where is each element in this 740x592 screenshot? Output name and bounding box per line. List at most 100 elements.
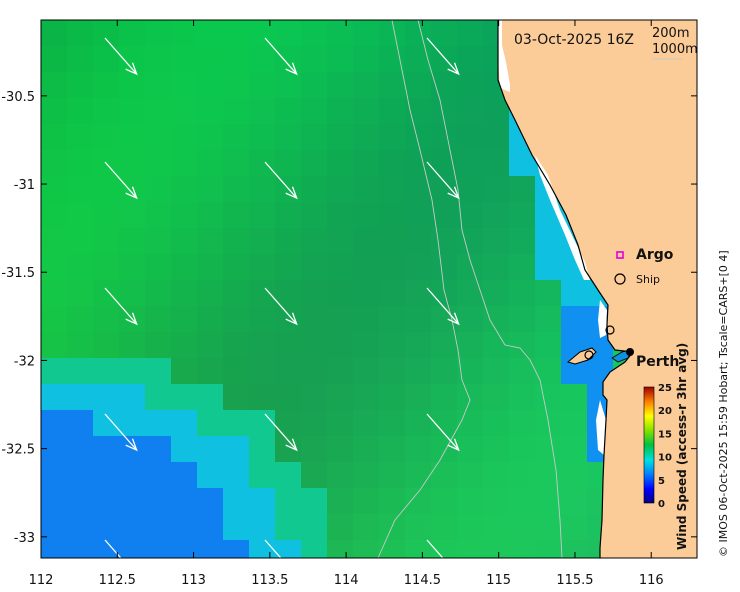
- wind-speed-cell: [301, 202, 328, 229]
- wind-speed-cell: [275, 514, 302, 541]
- wind-speed-cell: [171, 358, 198, 385]
- wind-speed-cell: [379, 98, 406, 125]
- wind-speed-cell: [379, 280, 406, 307]
- x-tick-label: 112.5: [99, 573, 136, 588]
- wind-speed-cell: [67, 358, 94, 385]
- wind-speed-cell: [353, 384, 380, 411]
- wind-speed-cell: [379, 254, 406, 281]
- wind-speed-cell: [457, 228, 484, 255]
- wind-speed-cell: [197, 488, 224, 515]
- wind-speed-cell: [457, 384, 484, 411]
- wind-speed-cell: [457, 20, 484, 47]
- wind-speed-cell: [483, 462, 510, 489]
- ship-label: Ship: [636, 273, 660, 286]
- wind-speed-cell: [171, 488, 198, 515]
- wind-speed-cell: [67, 306, 94, 333]
- colorbar-tick-label: 5: [658, 476, 665, 487]
- wind-speed-cell: [275, 540, 302, 558]
- wind-speed-cell: [275, 358, 302, 385]
- wind-speed-cell: [561, 436, 588, 463]
- wind-speed-cell: [145, 280, 172, 307]
- argo-marker-icon: [616, 251, 624, 259]
- wind-speed-cell: [119, 436, 146, 463]
- wind-speed-cell: [41, 280, 68, 307]
- wind-speed-cell: [431, 150, 458, 177]
- wind-speed-cell: [223, 254, 250, 281]
- wind-speed-cell: [249, 384, 276, 411]
- wind-arrow: [264, 413, 298, 452]
- wind-speed-cell: [119, 150, 146, 177]
- wind-speed-cell: [379, 462, 406, 489]
- wind-speed-cell: [119, 254, 146, 281]
- wind-speed-cell: [41, 384, 68, 411]
- wind-speed-cell: [119, 488, 146, 515]
- wind-speed-cell: [197, 228, 224, 255]
- wind-speed-cell: [327, 514, 354, 541]
- wind-speed-cell: [301, 150, 328, 177]
- wind-speed-cell: [93, 436, 120, 463]
- wind-speed-cell: [275, 98, 302, 125]
- wind-speed-cell: [223, 514, 250, 541]
- wind-speed-cell: [431, 436, 458, 463]
- wind-speed-cell: [353, 280, 380, 307]
- wind-speed-cell: [275, 72, 302, 99]
- wind-speed-cell: [93, 488, 120, 515]
- wind-speed-cell: [223, 358, 250, 385]
- wind-speed-cell: [171, 124, 198, 151]
- wind-speed-cell: [431, 540, 458, 558]
- wind-speed-cell: [353, 332, 380, 359]
- wind-speed-cell: [379, 332, 406, 359]
- wind-speed-cell: [275, 202, 302, 229]
- wind-arrow: [426, 161, 460, 200]
- wind-speed-cell: [197, 98, 224, 125]
- wind-speed-cell: [197, 540, 224, 558]
- wind-speed-cell: [119, 280, 146, 307]
- wind-speed-cell: [145, 436, 172, 463]
- wind-speed-cell: [327, 228, 354, 255]
- x-tick-label: 113.5: [251, 573, 288, 588]
- bathymetry-contours: [377, 19, 563, 559]
- wind-speed-cell: [93, 358, 120, 385]
- wind-speed-cell: [535, 488, 562, 515]
- wind-speed-cell: [249, 228, 276, 255]
- wind-speed-cell: [93, 332, 120, 359]
- wind-speed-cell: [405, 540, 432, 558]
- wind-speed-cell: [67, 488, 94, 515]
- wind-speed-cell: [327, 72, 354, 99]
- contour-label-200m: 200m: [652, 26, 689, 41]
- wind-speed-cell: [509, 540, 536, 558]
- wind-speed-cell: [457, 124, 484, 151]
- wind-speed-cell: [353, 20, 380, 47]
- y-axis: -30.5 -31 -31.5 -32 -32.5 -33: [1, 90, 697, 546]
- wind-speed-cell: [145, 72, 172, 99]
- y-tick-label: -31.5: [1, 266, 35, 281]
- wind-speed-cell: [67, 514, 94, 541]
- wind-speed-cell: [275, 332, 302, 359]
- wind-speed-cell: [379, 228, 406, 255]
- wind-speed-cell: [327, 280, 354, 307]
- argo-label: Argo: [636, 247, 674, 263]
- wind-speed-cell: [223, 124, 250, 151]
- colorbar-ticks: 25 20 15 10 5 0: [658, 383, 672, 510]
- wind-speed-cell: [223, 462, 250, 489]
- rottnest-island: [566, 347, 597, 365]
- y-tick-label: -32: [14, 354, 35, 369]
- wind-speed-cell: [145, 384, 172, 411]
- wind-speed-cell: [457, 332, 484, 359]
- wind-speed-cell: [561, 540, 588, 558]
- wind-speed-cell: [249, 436, 276, 463]
- wind-speed-cell: [561, 384, 588, 411]
- wind-speed-cell: [457, 306, 484, 333]
- wind-speed-cell: [145, 176, 172, 203]
- wind-speed-cell: [171, 202, 198, 229]
- wind-speed-cell: [171, 72, 198, 99]
- wind-speed-cell: [223, 488, 250, 515]
- wind-speed-cell: [171, 280, 198, 307]
- wind-speed-cell: [353, 176, 380, 203]
- colorbar-tick-label: 15: [658, 429, 672, 440]
- wind-speed-cell: [509, 488, 536, 515]
- wind-speed-cell: [145, 358, 172, 385]
- wind-speed-cell: [405, 254, 432, 281]
- wind-speed-cell: [379, 410, 406, 437]
- map-datetime: 03-Oct-2025 16Z: [514, 32, 634, 48]
